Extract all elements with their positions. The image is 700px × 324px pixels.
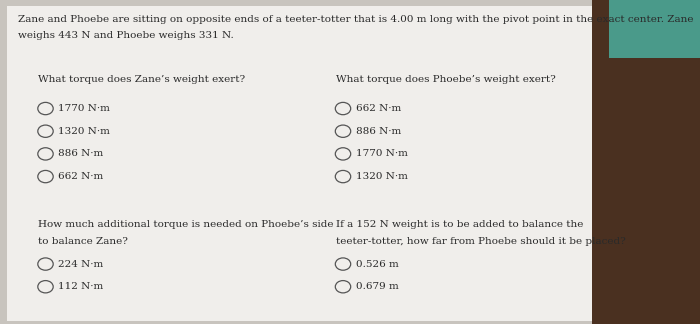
Text: 662 N·m: 662 N·m [58, 172, 104, 181]
Text: 1320 N·m: 1320 N·m [356, 172, 407, 181]
Text: What torque does Zane’s weight exert?: What torque does Zane’s weight exert? [38, 75, 246, 84]
Text: teeter-totter, how far from Phoebe should it be placed?: teeter-totter, how far from Phoebe shoul… [336, 237, 626, 246]
Text: 112 N·m: 112 N·m [58, 282, 104, 291]
Text: 886 N·m: 886 N·m [58, 149, 104, 158]
Bar [609, 0, 700, 58]
Text: 1770 N·m: 1770 N·m [356, 149, 407, 158]
Text: 1320 N·m: 1320 N·m [58, 127, 110, 136]
Text: If a 152 N weight is to be added to balance the: If a 152 N weight is to be added to bala… [336, 220, 583, 229]
Text: Zane and Phoebe are sitting on opposite ends of a teeter-totter that is 4.00 m l: Zane and Phoebe are sitting on opposite … [18, 15, 693, 24]
Text: 0.526 m: 0.526 m [356, 260, 398, 269]
Bar [592, 0, 700, 324]
Text: 662 N·m: 662 N·m [356, 104, 401, 113]
Text: 224 N·m: 224 N·m [58, 260, 104, 269]
Text: How much additional torque is needed on Phoebe’s side: How much additional torque is needed on … [38, 220, 334, 229]
Text: What torque does Phoebe’s weight exert?: What torque does Phoebe’s weight exert? [336, 75, 556, 84]
Text: weighs 443 N and Phoebe weighs 331 N.: weighs 443 N and Phoebe weighs 331 N. [18, 31, 233, 40]
Text: 886 N·m: 886 N·m [356, 127, 401, 136]
Bar [7, 6, 592, 321]
Text: 1770 N·m: 1770 N·m [58, 104, 110, 113]
Text: to balance Zane?: to balance Zane? [38, 237, 128, 246]
Text: 0.679 m: 0.679 m [356, 282, 398, 291]
